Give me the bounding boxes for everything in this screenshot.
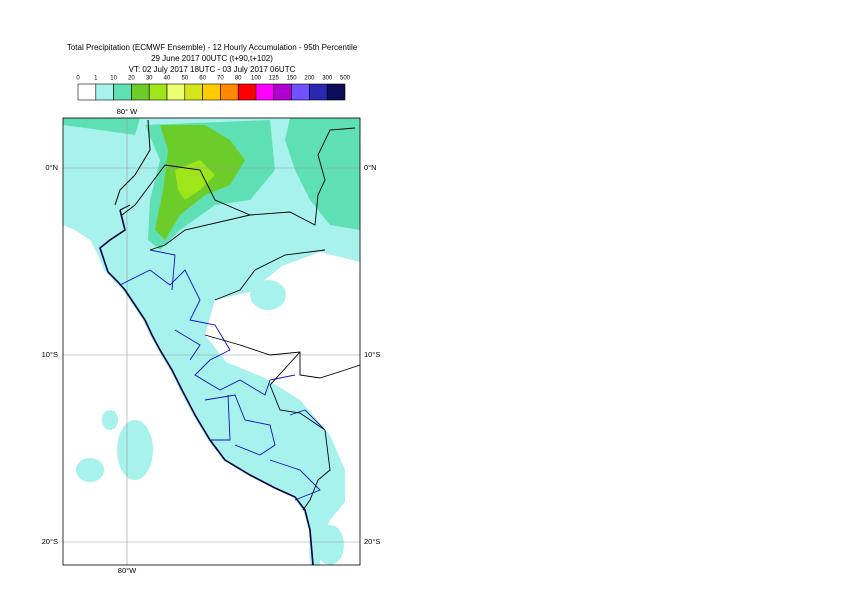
- lat-label: 10°S: [364, 350, 380, 359]
- lon-label: 80°W: [118, 566, 137, 575]
- legend-label: 1: [94, 76, 98, 82]
- map: [63, 118, 360, 565]
- legend-swatch: [326, 83, 346, 101]
- legend-swatch: [291, 83, 310, 101]
- precip-area: [76, 458, 104, 482]
- legend-swatch: [220, 83, 239, 101]
- lat-label: 20°S: [364, 537, 380, 546]
- legend-swatch: [309, 83, 328, 101]
- legend-swatch: [184, 83, 203, 101]
- legend-label: 10: [110, 76, 117, 82]
- legend-swatch: [237, 83, 257, 101]
- legend-label: 40: [164, 76, 171, 82]
- precip-area: [175, 160, 215, 200]
- legend: 0 1 10 20 30 40 50 60 70 80 100 125 150 200 300 500: [76, 76, 351, 101]
- region-border: [119, 249, 326, 501]
- legend-label: 70: [217, 76, 224, 82]
- legend-label: 80: [235, 76, 242, 82]
- coastline: [99, 209, 314, 565]
- legend-swatch: [166, 83, 186, 101]
- legend-label: 300: [322, 76, 333, 82]
- map-frame: [62, 117, 361, 566]
- title-line: VT: 02 July 2017 18UTC - 03 July 2017 06…: [129, 65, 296, 74]
- title-line: 29 June 2017 00UTC (t+90,t+102): [151, 54, 273, 63]
- legend-swatch: [95, 83, 114, 101]
- precip-area: [102, 410, 118, 430]
- legend-swatch: [255, 83, 275, 101]
- precip-area: [250, 280, 286, 310]
- legend-swatch: [273, 83, 292, 101]
- legend-label: 30: [146, 76, 153, 82]
- legend-label: 100: [251, 76, 262, 82]
- legend-swatch: [113, 83, 132, 101]
- legend-label: 0: [76, 76, 80, 82]
- legend-label: 50: [181, 76, 188, 82]
- lat-label: 10°S: [42, 350, 58, 359]
- precip-area: [63, 118, 360, 565]
- lon-label: 80° W: [117, 107, 138, 116]
- precip-area: [63, 118, 140, 135]
- legend-label: 20: [128, 76, 135, 82]
- lat-label: 0°N: [45, 163, 58, 172]
- legend-swatch: [202, 83, 221, 101]
- legend-label: 150: [287, 76, 298, 82]
- legend-swatch: [148, 83, 168, 101]
- legend-swatch: [77, 83, 97, 101]
- legend-swatch: [131, 83, 150, 101]
- country-border: [121, 127, 360, 511]
- lat-label: 20°S: [42, 537, 58, 546]
- coastline: [114, 119, 151, 211]
- precip-area: [316, 525, 344, 565]
- legend-label: 500: [340, 76, 351, 82]
- precip-area: [285, 118, 360, 230]
- legend-label: 60: [199, 76, 206, 82]
- legend-label: 200: [304, 76, 315, 82]
- legend-label: 125: [269, 76, 280, 82]
- title-line: Total Precipitation (ECMWF Ensemble) - 1…: [67, 43, 358, 52]
- precip-area: [117, 420, 153, 480]
- header: Total Precipitation (ECMWF Ensemble) - 1…: [67, 43, 358, 74]
- lat-label: 0°N: [364, 163, 377, 172]
